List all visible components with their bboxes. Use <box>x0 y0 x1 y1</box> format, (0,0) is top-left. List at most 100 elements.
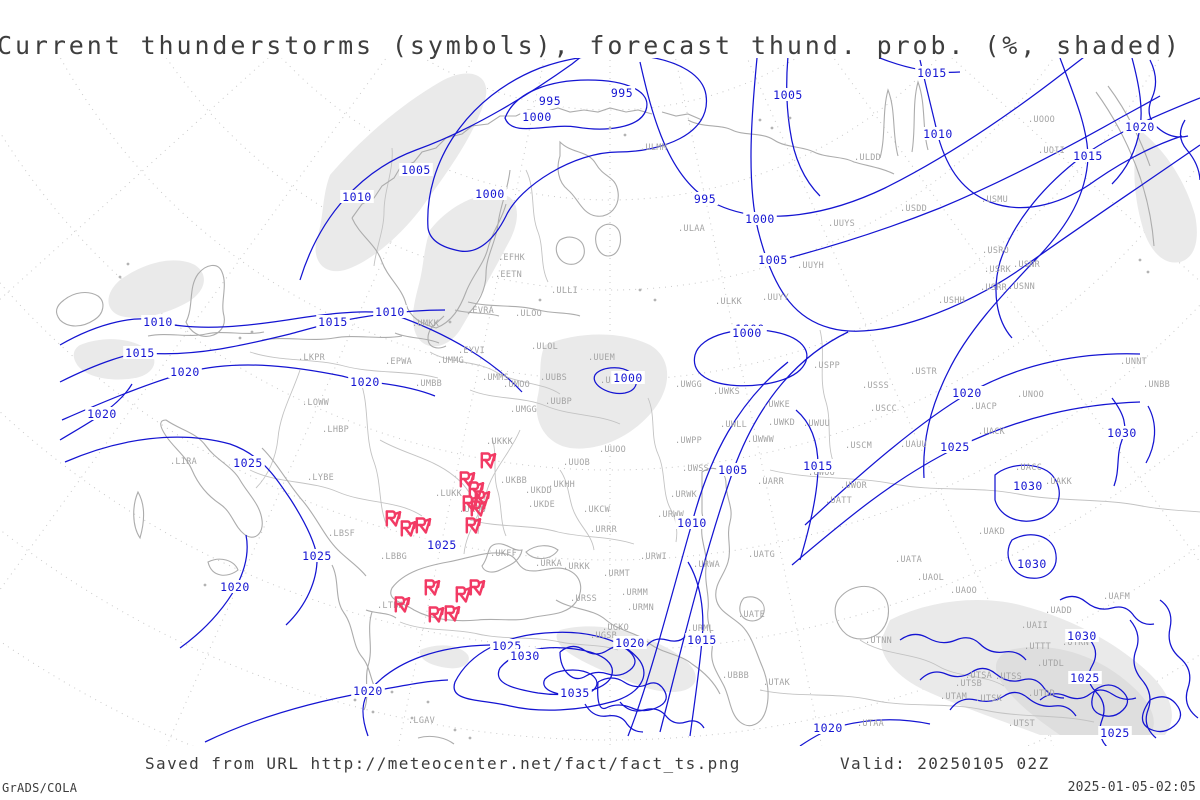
isobar-value-label: 1005 <box>758 253 788 267</box>
isobars-path <box>1148 59 1189 138</box>
station-label: .UKHH <box>548 480 575 490</box>
contour-label-bg <box>425 538 459 551</box>
contour-label-bg <box>915 66 949 79</box>
isobar-value-label: 1000 <box>745 212 775 226</box>
coastlines-path <box>525 545 559 560</box>
probability-shading-path <box>536 334 668 449</box>
isobar-value-label: 1005 <box>773 88 803 102</box>
contour-label-bg <box>1015 557 1049 570</box>
coastlines-path <box>55 291 104 327</box>
isobar-value-label: 1020 <box>353 684 383 698</box>
station-label: .LHBP <box>322 425 349 435</box>
probability-shading-path <box>419 645 469 669</box>
contour-label-bg <box>611 371 645 384</box>
station-label: .UNBB <box>1143 380 1170 390</box>
station-label: .EPWA <box>385 357 412 367</box>
islet-dot <box>203 583 207 587</box>
isobar-value-label: 1015 <box>1073 149 1103 163</box>
isobars-path <box>1091 684 1129 717</box>
islet-dot <box>1146 270 1150 274</box>
station-label: .UUBS <box>540 373 567 383</box>
islet-dot <box>538 298 542 302</box>
station-label: .URWK <box>670 490 698 500</box>
isobar-value-label: 1030 <box>510 649 540 663</box>
isobar-value-label: 1020 <box>813 721 843 735</box>
contour-label-bg <box>473 187 507 200</box>
station-label: .URSS <box>570 594 597 604</box>
isobars-path <box>687 561 704 737</box>
station-label: .ULOO <box>515 309 542 319</box>
thunderstorm-symbols <box>385 452 497 623</box>
station-label: .UKBB <box>500 476 527 486</box>
station-label: .UOOO <box>1028 115 1055 125</box>
contour-label-bg <box>1068 671 1102 684</box>
station-label: .UAOO <box>950 586 977 596</box>
station-label: .UWGG <box>675 380 702 390</box>
graticule-meridian <box>674 58 823 746</box>
isobars-path <box>559 645 636 680</box>
coastlines-path <box>331 564 381 696</box>
station-label: .LOWW <box>302 398 330 408</box>
borders-path <box>469 389 621 425</box>
station-label: .LBBG <box>380 552 407 562</box>
contour-label-bg <box>399 163 433 176</box>
isobars-path <box>427 58 707 253</box>
station-label: .UADD <box>1045 606 1072 616</box>
coastlines-path <box>363 609 397 711</box>
station-label: .UTSS <box>995 672 1022 682</box>
isobars-path <box>204 679 449 743</box>
islet-dot <box>1138 258 1142 262</box>
station-label: .LTBA <box>377 601 404 611</box>
station-label: .USPP <box>813 361 840 371</box>
isobars-path <box>597 677 667 712</box>
coastlines-path <box>555 236 585 265</box>
station-label: .UTAM <box>940 692 967 702</box>
contour-label-bg <box>685 633 719 646</box>
isobars-path <box>659 331 849 733</box>
isobar-value-label: 995 <box>694 192 716 206</box>
islet-dot <box>390 690 394 694</box>
isobars-path <box>919 59 1183 209</box>
coastlines-path <box>147 331 265 337</box>
thunderstorm-icon <box>415 517 432 534</box>
station-label: .UGKO <box>602 623 629 633</box>
station-label: .UATA <box>895 555 922 565</box>
station-label: .UAUU <box>900 440 927 450</box>
isobars-path <box>584 703 644 733</box>
islet-dot <box>238 336 242 340</box>
coastlines-path <box>595 223 622 257</box>
islet-dot <box>371 710 375 714</box>
station-label: .UTSK <box>975 694 1003 704</box>
station-label: .UUOB <box>563 458 590 468</box>
contour-label-bg <box>1065 629 1099 642</box>
generator-credit: GrADS/COLA <box>2 781 78 795</box>
station-label: .ULKK <box>715 297 743 307</box>
station-label: .UATG <box>748 550 775 560</box>
islet-dot <box>448 320 452 324</box>
thunderstorm-icon <box>444 605 461 622</box>
station-label: .LKPR <box>298 353 326 363</box>
coastlines-path <box>185 264 225 337</box>
valid-time-caption: Valid: 20250105 02Z <box>840 754 1050 773</box>
station-label: .UWKE <box>763 400 790 410</box>
contour-label-bg <box>141 315 175 328</box>
station-label: .USCC <box>870 404 897 414</box>
coastlines-path <box>133 490 239 576</box>
station-label: .UAOL <box>917 573 944 583</box>
station-label: .UWKS <box>713 387 740 397</box>
station-label: .UKKK <box>486 437 514 447</box>
coastlines-path <box>351 107 653 219</box>
thunderstorm-icon <box>400 520 417 537</box>
borders-path <box>769 469 1200 513</box>
islet-dot <box>426 700 430 704</box>
islet-dot <box>788 116 792 120</box>
isobar-value-label: 1010 <box>677 516 707 530</box>
isobars-path <box>299 58 581 281</box>
islet-dot <box>453 728 457 732</box>
station-label: .UKCW <box>583 505 611 515</box>
coastlines-path <box>739 596 765 622</box>
probability-shading-path <box>108 260 204 318</box>
station-label: .URKA <box>535 559 562 569</box>
isobar-value-label: 1020 <box>170 365 200 379</box>
